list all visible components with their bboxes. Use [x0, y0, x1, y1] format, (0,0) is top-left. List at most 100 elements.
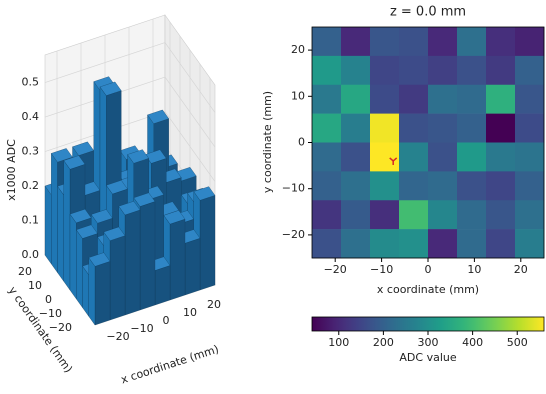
- y-tick-label: 10: [291, 89, 305, 102]
- heatmap-cell: [341, 142, 371, 172]
- y-tick-label: 10: [28, 279, 42, 292]
- heatmap-cell: [428, 142, 458, 172]
- heatmap-cell: [515, 27, 545, 57]
- heatmap-cell: [515, 142, 545, 172]
- y-tick-label: −10: [282, 182, 305, 195]
- heatmap-cell: [399, 200, 429, 230]
- heatmap-cell: [457, 27, 487, 57]
- heatmap-cell: [399, 113, 429, 143]
- heatmap-cell: [428, 27, 458, 57]
- heatmap-cell: [486, 113, 516, 143]
- y-tick-label: 20: [291, 43, 305, 56]
- heatmap-cell: [399, 27, 429, 57]
- heatmap-cell: [312, 84, 342, 114]
- heatmap-cell: [428, 171, 458, 201]
- heatmap-cell: [399, 142, 429, 172]
- heatmap-y-label: y coordinate (mm): [261, 91, 274, 193]
- heatmap-cell: [341, 55, 371, 86]
- heatmap-cell: [457, 229, 487, 259]
- marker: [389, 157, 398, 165]
- heatmap-cell: [428, 55, 458, 86]
- heatmap-cell: [486, 229, 516, 259]
- heatmap-cell: [486, 27, 516, 57]
- z-tick-label: 0.0: [22, 248, 40, 261]
- heatmap-cell: [457, 171, 487, 201]
- heatmap-cell: [312, 200, 342, 230]
- colorbar-tick-label: 200: [373, 336, 394, 349]
- heatmap-cell: [428, 200, 458, 230]
- z-tick-label: 0.4: [22, 110, 40, 123]
- heatmap-cell: [486, 142, 516, 172]
- z-grid-line: [164, 76, 216, 148]
- heatmap-cell: [428, 113, 458, 143]
- colorbar-tick-label: 100: [328, 336, 349, 349]
- heatmap-cell: [370, 229, 400, 259]
- heatmap-cell: [312, 142, 342, 172]
- x-tick-label: −10: [370, 263, 393, 276]
- heatmap-cell: [399, 84, 429, 114]
- x-tick-label: 0: [425, 263, 432, 276]
- heatmap-title: z = 0.0 mm: [390, 5, 466, 20]
- heatmap-cell: [312, 55, 342, 86]
- x-tick-label: 20: [207, 298, 221, 311]
- heatmap-cell: [370, 55, 400, 86]
- heatmap-cell: [399, 171, 429, 201]
- z-tick-label: 0.2: [22, 179, 40, 192]
- colorbar-label: ADC value: [399, 351, 456, 364]
- y-tick-label: 0: [45, 293, 52, 306]
- heatmap-cell: [312, 171, 342, 201]
- heatmap-cell: [399, 229, 429, 259]
- heatmap-cell: [370, 142, 400, 172]
- y-tick-label: 0: [298, 136, 305, 149]
- heatmap-cell: [399, 55, 429, 86]
- heatmap-cell: [515, 113, 545, 143]
- colorbar-tick-label: 500: [507, 336, 528, 349]
- x-tick-label: −20: [324, 263, 347, 276]
- z-tick-label: 0.1: [22, 214, 40, 227]
- colorbar-tick-label: 300: [418, 336, 439, 349]
- heatmap-chart: −20 −10 0 10 20 −20 −10 0 10 20 100 200 300 400 500: [282, 26, 545, 349]
- heatmap-x-label: x coordinate (mm): [377, 283, 479, 296]
- heatmap-cell: [515, 229, 545, 259]
- heatmap-cell: [428, 84, 458, 114]
- x-tick-label: 0: [163, 314, 170, 327]
- x-axis-label: x coordinate (mm): [119, 343, 220, 387]
- z-grid-line: [44, 42, 166, 83]
- heatmap-cell: [457, 113, 487, 143]
- heatmap-cell: [341, 27, 371, 57]
- heatmap-cell: [457, 200, 487, 230]
- heatmap-cell: [515, 171, 545, 201]
- heatmap-cell: [312, 27, 342, 57]
- heatmap-cell: [370, 27, 400, 57]
- x-tick-label: 10: [467, 263, 481, 276]
- z-grid-line: [164, 111, 216, 182]
- bar: [88, 252, 111, 326]
- heatmap-cell: [341, 171, 371, 201]
- heatmap-cell: [515, 55, 545, 86]
- heatmap-cell: [341, 84, 371, 114]
- heatmap-cell: [486, 200, 516, 230]
- y-tick-label: −20: [282, 228, 305, 241]
- heatmap-cell: [457, 142, 487, 172]
- heatmap-cell: [486, 55, 516, 86]
- heatmap-cell: [341, 200, 371, 230]
- heatmap-cell: [370, 200, 400, 230]
- heatmap-cell: [428, 229, 458, 259]
- heatmap-cell: [457, 55, 487, 86]
- x-tick-label: 10: [183, 306, 197, 319]
- heatmap-cell: [486, 171, 516, 201]
- z-tick-label: 0.5: [22, 76, 40, 89]
- z-tick-label: 0.3: [22, 145, 40, 158]
- heatmap-cell: [486, 84, 516, 114]
- heatmap-cell: [341, 113, 371, 143]
- heatmap-cell: [312, 229, 342, 259]
- y-tick-label: −20: [49, 321, 72, 334]
- y-tick-label: 20: [18, 265, 32, 278]
- heatmap-cell: [341, 229, 371, 259]
- colorbar: [311, 316, 545, 332]
- x-tick-label: 20: [514, 263, 528, 276]
- heatmap-cell: [370, 84, 400, 114]
- colorbar-tick-label: 400: [462, 336, 483, 349]
